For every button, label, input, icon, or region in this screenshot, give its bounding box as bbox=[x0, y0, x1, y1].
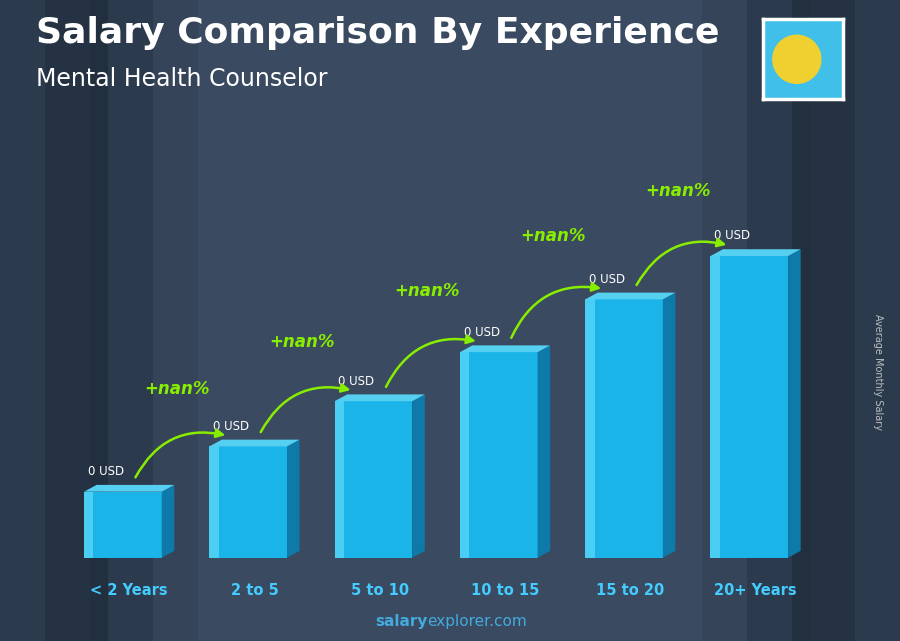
FancyArrowPatch shape bbox=[135, 429, 222, 478]
Bar bbox=[335, 401, 412, 558]
Text: 0 USD: 0 USD bbox=[464, 326, 500, 338]
Text: 20+ Years: 20+ Years bbox=[715, 583, 796, 598]
Bar bbox=[460, 352, 537, 558]
Text: 5 to 10: 5 to 10 bbox=[351, 583, 409, 598]
Text: +nan%: +nan% bbox=[520, 228, 585, 246]
Text: +nan%: +nan% bbox=[394, 282, 460, 300]
Polygon shape bbox=[788, 249, 801, 558]
Text: +nan%: +nan% bbox=[645, 182, 711, 200]
Text: +nan%: +nan% bbox=[144, 380, 210, 398]
Bar bbox=[585, 299, 595, 558]
Polygon shape bbox=[663, 292, 675, 558]
FancyArrowPatch shape bbox=[261, 385, 348, 432]
FancyArrowPatch shape bbox=[386, 336, 473, 387]
Polygon shape bbox=[162, 485, 175, 558]
Text: Mental Health Counselor: Mental Health Counselor bbox=[36, 67, 328, 91]
Text: 0 USD: 0 USD bbox=[715, 229, 751, 242]
Text: < 2 Years: < 2 Years bbox=[90, 583, 168, 598]
Bar bbox=[710, 256, 720, 558]
Text: 0 USD: 0 USD bbox=[338, 374, 374, 388]
Text: 0 USD: 0 USD bbox=[213, 420, 249, 433]
Text: 0 USD: 0 USD bbox=[88, 465, 124, 478]
Bar bbox=[460, 352, 469, 558]
Text: +nan%: +nan% bbox=[269, 333, 335, 351]
Circle shape bbox=[773, 35, 821, 83]
Bar bbox=[210, 446, 219, 558]
Text: Salary Comparison By Experience: Salary Comparison By Experience bbox=[36, 16, 719, 50]
Text: salary: salary bbox=[375, 615, 428, 629]
Polygon shape bbox=[412, 394, 425, 558]
Bar bbox=[585, 299, 663, 558]
Text: 2 to 5: 2 to 5 bbox=[230, 583, 278, 598]
Polygon shape bbox=[585, 292, 675, 299]
Bar bbox=[210, 446, 287, 558]
FancyArrowPatch shape bbox=[511, 283, 598, 338]
Polygon shape bbox=[210, 440, 300, 446]
Polygon shape bbox=[287, 440, 300, 558]
Bar bbox=[84, 492, 162, 558]
Text: 10 to 15: 10 to 15 bbox=[471, 583, 539, 598]
Bar bbox=[710, 256, 788, 558]
Polygon shape bbox=[710, 249, 801, 256]
Text: 0 USD: 0 USD bbox=[589, 273, 626, 286]
Polygon shape bbox=[460, 345, 550, 352]
Bar bbox=[335, 401, 344, 558]
Text: explorer.com: explorer.com bbox=[428, 615, 527, 629]
Polygon shape bbox=[537, 345, 550, 558]
Bar bbox=[84, 492, 94, 558]
Text: 15 to 20: 15 to 20 bbox=[596, 583, 664, 598]
Text: Average Monthly Salary: Average Monthly Salary bbox=[873, 314, 884, 429]
FancyArrowPatch shape bbox=[636, 239, 724, 285]
Polygon shape bbox=[335, 394, 425, 401]
Polygon shape bbox=[84, 485, 175, 492]
